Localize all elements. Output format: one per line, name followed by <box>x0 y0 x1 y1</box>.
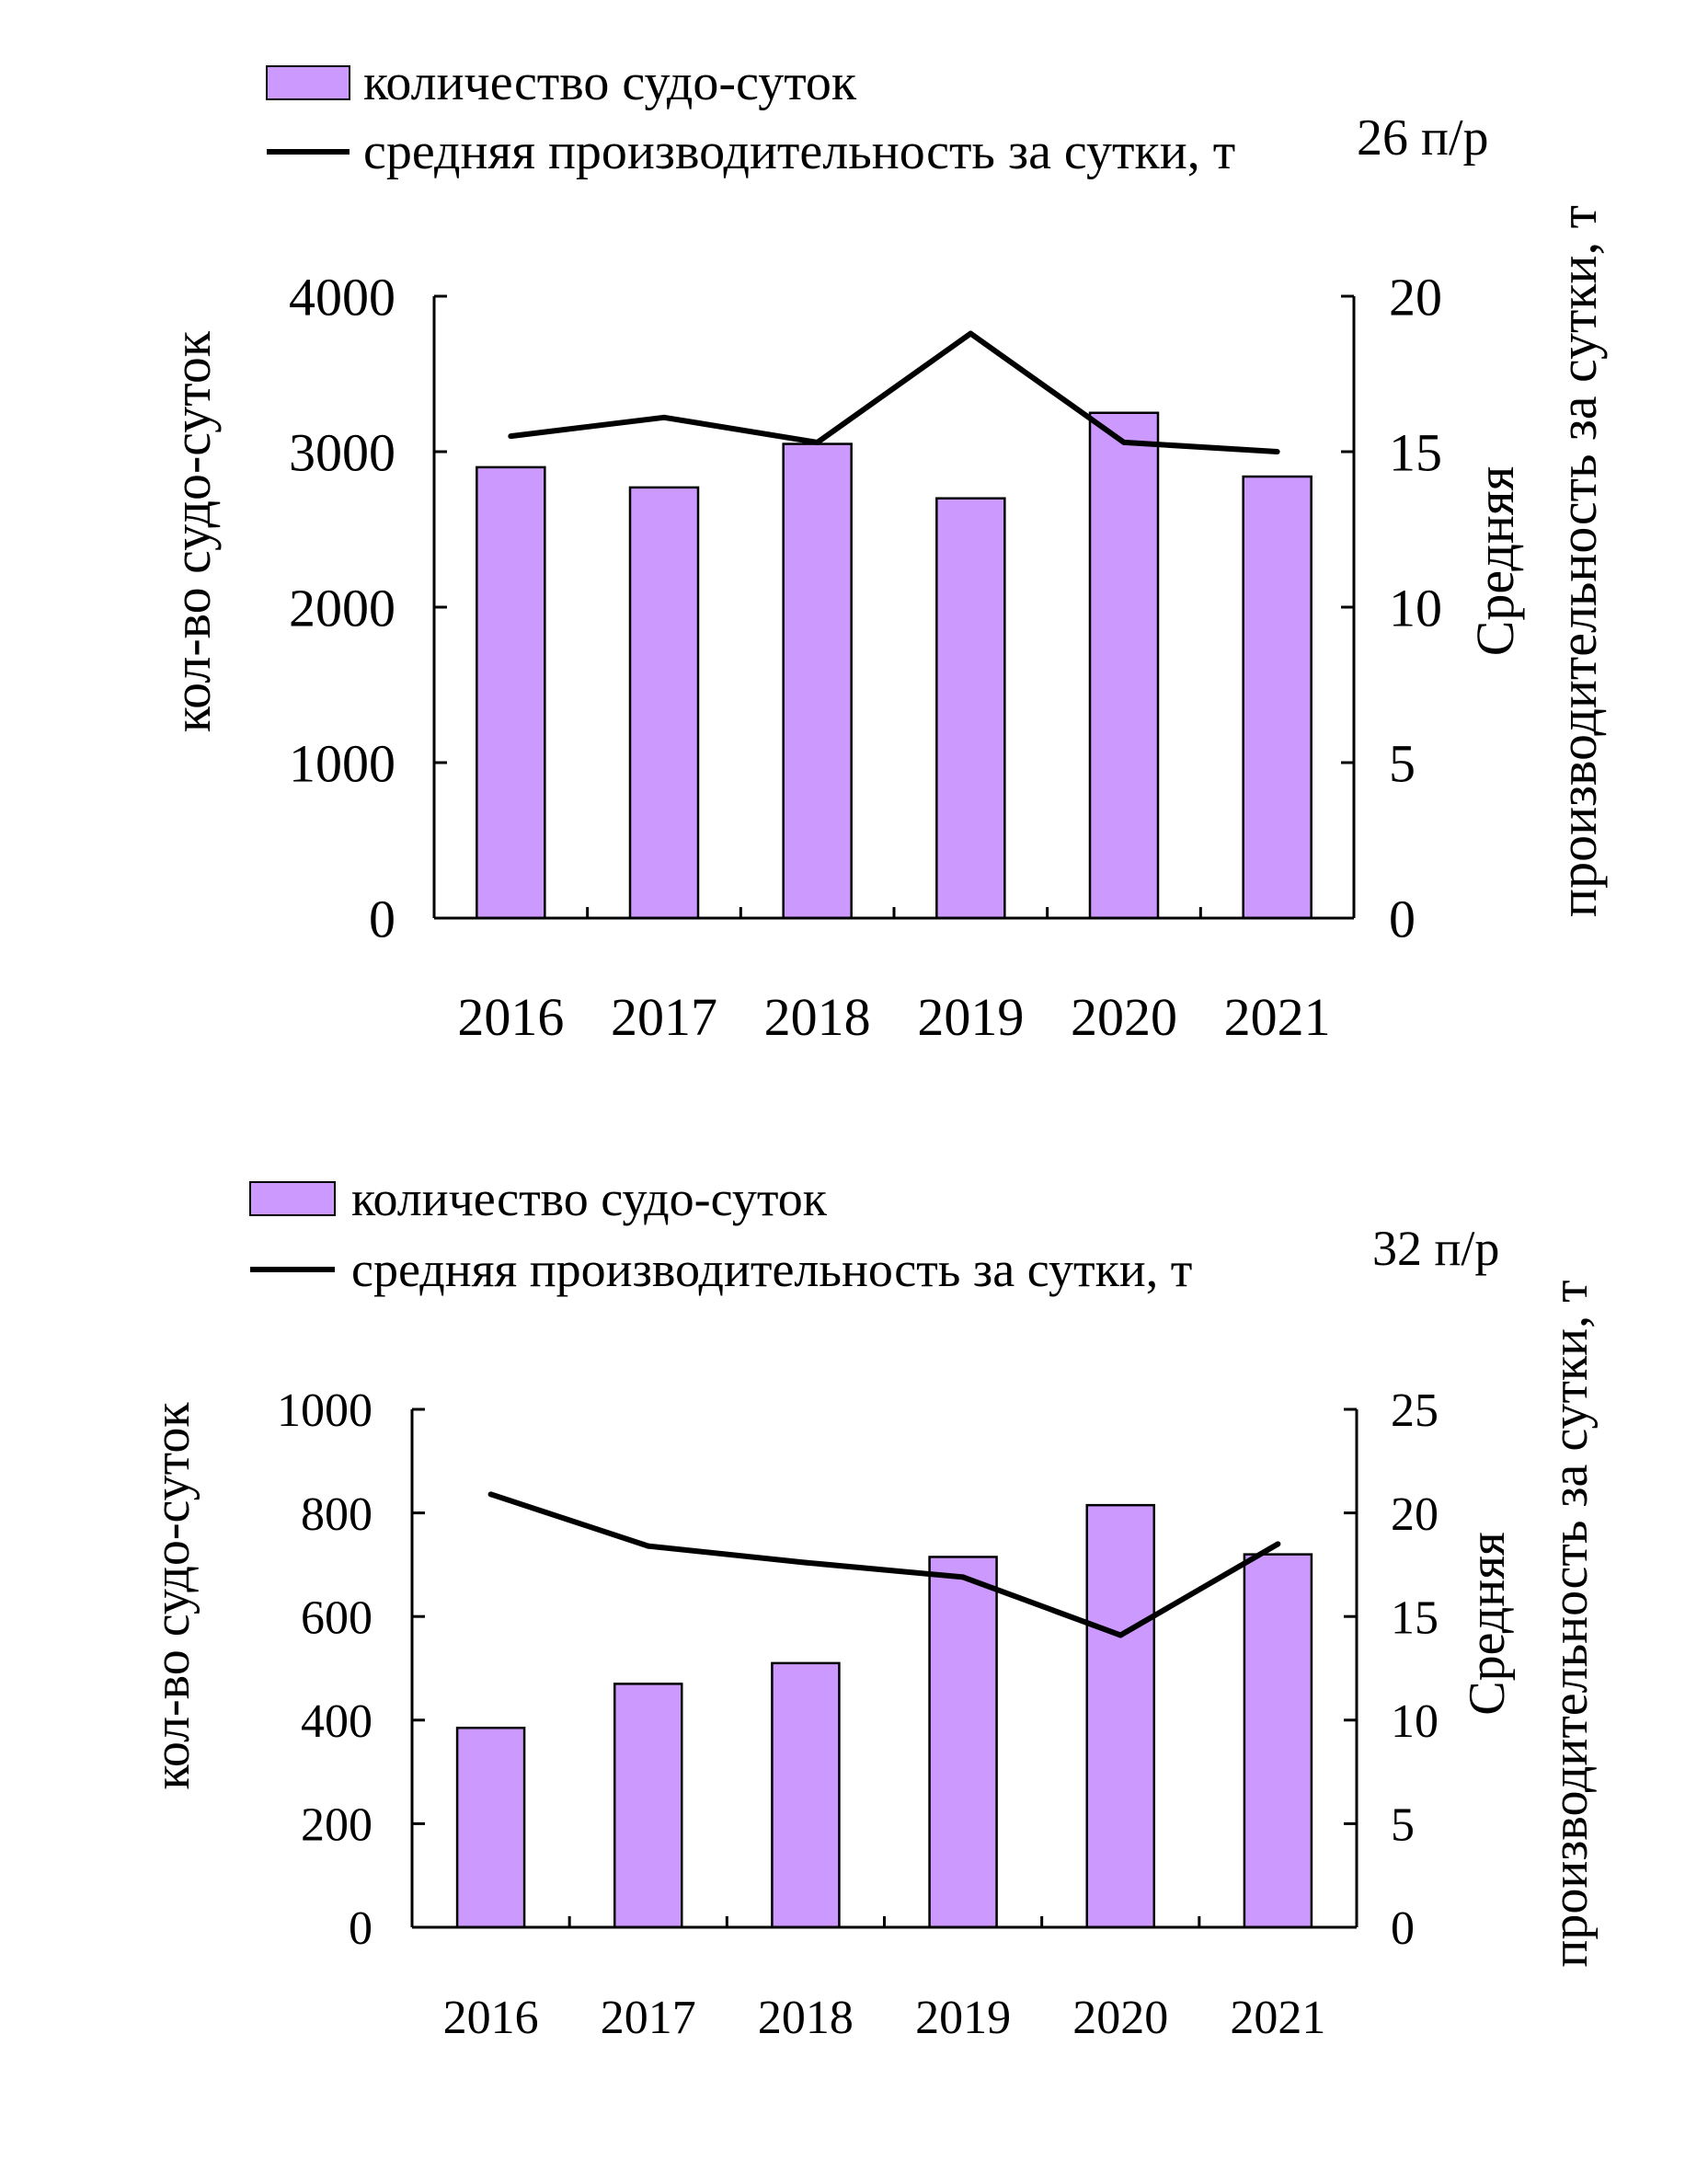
legend-bar-swatch <box>266 65 350 100</box>
y-axis-label-right-line: Средняя <box>1459 1532 1516 1715</box>
bar <box>628 486 700 920</box>
line-point <box>1274 449 1280 454</box>
line-point <box>645 1543 651 1549</box>
y-axis-label-right-line: производительность за сутки, т <box>1542 1280 1599 1967</box>
x-tick-label: 2021 <box>1224 987 1331 1047</box>
y-tick-label-right: 10 <box>1391 1695 1439 1748</box>
x-tick-label: 2020 <box>1071 987 1177 1047</box>
y-axis-label-right-line: производительность за сутки, т <box>1548 205 1608 917</box>
bar <box>476 465 546 920</box>
bar <box>771 1661 841 1929</box>
y-tick-label-right: 5 <box>1391 1799 1415 1852</box>
x-tick-label: 2018 <box>764 987 871 1047</box>
bar <box>928 1556 998 1929</box>
x-tick-label: 2018 <box>758 1992 854 2044</box>
y-axis-label-right-line: Средняя <box>1465 466 1525 657</box>
line-point <box>1118 1632 1124 1638</box>
y-tick-label-right: 0 <box>1389 889 1416 948</box>
chart-title: 26 п/р <box>1357 109 1489 167</box>
bar <box>1085 1503 1155 1929</box>
bar <box>455 1726 526 1929</box>
bar <box>935 497 1006 920</box>
chart-title: 32 п/р <box>1372 1221 1499 1276</box>
bar <box>1243 1553 1313 1929</box>
y-tick-label-left: 400 <box>301 1695 373 1748</box>
y-tick-label-right: 20 <box>1389 267 1442 327</box>
line-point <box>960 1574 967 1580</box>
y-tick-label-left: 0 <box>369 889 395 948</box>
y-tick-label-right: 5 <box>1389 733 1416 793</box>
series-line <box>510 330 1278 454</box>
y-tick-label-left: 4000 <box>289 267 395 327</box>
x-tick-label: 2021 <box>1230 1992 1325 2044</box>
y-tick-label-left: 2000 <box>289 578 395 638</box>
y-axis-label-right: Средняя производительность за сутки, т <box>1465 205 1608 917</box>
y-tick-label-left: 1000 <box>289 733 395 793</box>
chart-1: количество судо-суток средняя производите… <box>162 54 1608 1047</box>
legend-bar-swatch <box>249 1181 336 1216</box>
y-tick-label-left: 800 <box>301 1488 373 1541</box>
bar <box>782 442 853 920</box>
y-tick-label-left: 1000 <box>277 1384 373 1437</box>
y-tick-label-left: 3000 <box>289 422 395 482</box>
y-tick-label-left: 600 <box>301 1591 373 1644</box>
y-tick-label-right: 15 <box>1389 422 1442 482</box>
x-tick-label: 2019 <box>917 987 1024 1047</box>
y-tick-label-right: 25 <box>1391 1384 1439 1437</box>
legend-line-label: средняя производительность за сутки, т <box>363 123 1235 180</box>
line-point <box>814 439 820 445</box>
y-axis-label-left: кол-во судо-суток <box>143 1402 201 1790</box>
x-tick-label: 2020 <box>1072 1992 1168 2044</box>
bar <box>1242 475 1313 920</box>
line-point <box>802 1559 808 1566</box>
y-tick-label-right: 20 <box>1391 1488 1439 1541</box>
y-tick-label-left: 0 <box>349 1902 373 1955</box>
y-tick-label-right: 0 <box>1391 1902 1415 1955</box>
y-tick-label-right: 15 <box>1391 1591 1439 1644</box>
chart-2: количество судо-суток средняя производите… <box>143 1171 1599 2044</box>
bar <box>1088 411 1160 920</box>
legend-bar-label: количество судо-суток <box>351 1171 828 1226</box>
line-point <box>661 414 667 420</box>
y-axis-label-left: кол-во судо-суток <box>162 330 222 732</box>
y-axis-label-right: Средняя производительность за сутки, т <box>1459 1280 1599 1967</box>
line-point <box>1121 439 1127 445</box>
line-point <box>508 433 514 440</box>
x-tick-label: 2016 <box>457 987 564 1047</box>
line-point <box>968 330 974 337</box>
x-tick-label: 2017 <box>611 987 717 1047</box>
x-tick-label: 2016 <box>443 1992 539 2044</box>
bar <box>613 1683 683 1929</box>
legend-bar-label: количество судо-суток <box>363 54 857 111</box>
line-point <box>487 1491 494 1498</box>
y-tick-label-left: 200 <box>301 1799 373 1852</box>
x-tick-label: 2019 <box>915 1992 1011 2044</box>
series-line <box>489 1491 1279 1638</box>
y-tick-label-right: 10 <box>1389 578 1442 638</box>
legend-line-label: средняя производительность за сутки, т <box>351 1242 1192 1297</box>
line-point <box>1275 1541 1281 1547</box>
x-tick-label: 2017 <box>601 1992 696 2044</box>
